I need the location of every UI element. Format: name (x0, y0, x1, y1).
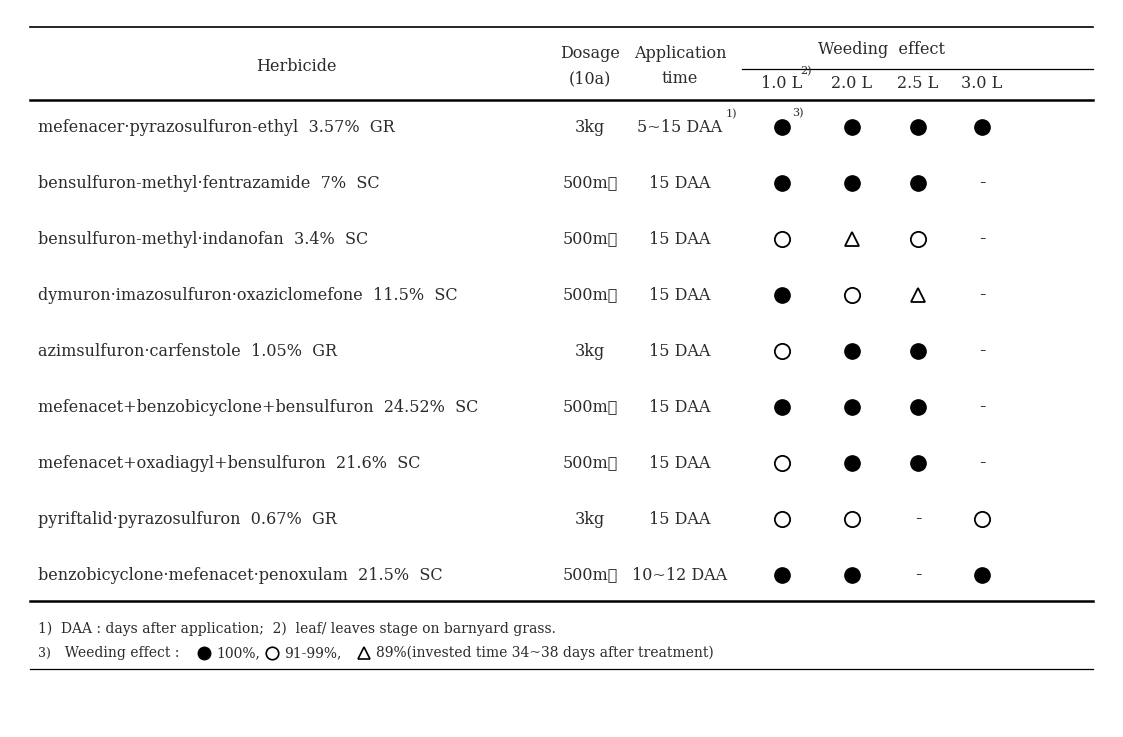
Text: Weeding  effect: Weeding effect (819, 41, 946, 57)
Text: Weeding effect :: Weeding effect : (56, 646, 184, 660)
Text: dymuron·imazosulfuron·oxaziclomefone  11.5%  SC: dymuron·imazosulfuron·oxaziclomefone 11.… (38, 287, 458, 304)
Text: bensulfuron-methyl·indanofan  3.4%  SC: bensulfuron-methyl·indanofan 3.4% SC (38, 231, 368, 248)
Text: -: - (979, 342, 985, 360)
Text: 3kg: 3kg (575, 343, 605, 360)
Text: 1): 1) (725, 108, 738, 119)
Text: -: - (915, 510, 921, 528)
Text: -: - (979, 174, 985, 192)
Text: -: - (979, 454, 985, 472)
Text: 15 DAA: 15 DAA (649, 175, 711, 192)
Text: benzobicyclone·mefenacet·penoxulam  21.5%  SC: benzobicyclone·mefenacet·penoxulam 21.5%… (38, 567, 442, 584)
Text: -: - (979, 286, 985, 304)
Text: 500mℓ: 500mℓ (563, 231, 618, 248)
Text: -: - (979, 230, 985, 248)
Text: 89%(invested time 34~38 days after treatment): 89%(invested time 34~38 days after treat… (376, 646, 714, 660)
Text: Herbicide: Herbicide (256, 57, 337, 74)
Text: 1.0 L: 1.0 L (761, 74, 803, 91)
Text: 10~12 DAA: 10~12 DAA (632, 567, 728, 584)
Text: 15 DAA: 15 DAA (649, 343, 711, 360)
Text: 500mℓ: 500mℓ (563, 287, 618, 304)
Text: azimsulfuron·carfenstole  1.05%  GR: azimsulfuron·carfenstole 1.05% GR (38, 343, 337, 360)
Text: bensulfuron-methyl·fentrazamide  7%  SC: bensulfuron-methyl·fentrazamide 7% SC (38, 175, 380, 192)
Text: 3.0 L: 3.0 L (961, 74, 1003, 91)
Text: 5~15 DAA: 5~15 DAA (638, 119, 722, 136)
Text: 15 DAA: 15 DAA (649, 455, 711, 472)
Text: 2): 2) (800, 66, 812, 76)
Text: mefenacer·pyrazosulfuron-ethyl  3.57%  GR: mefenacer·pyrazosulfuron-ethyl 3.57% GR (38, 119, 395, 136)
Text: 3kg: 3kg (575, 119, 605, 136)
Text: -: - (915, 566, 921, 584)
Text: 100%,: 100%, (216, 646, 259, 660)
Text: 91-99%,: 91-99%, (284, 646, 341, 660)
Text: 3): 3) (38, 646, 51, 660)
Text: 500mℓ: 500mℓ (563, 399, 618, 416)
Text: pyriftalid·pyrazosulfuron  0.67%  GR: pyriftalid·pyrazosulfuron 0.67% GR (38, 511, 337, 528)
Text: Application
time: Application time (633, 45, 727, 87)
Text: 2.0 L: 2.0 L (831, 74, 873, 91)
Text: Dosage
(10a): Dosage (10a) (560, 45, 620, 87)
Text: 3kg: 3kg (575, 511, 605, 528)
Text: 2.5 L: 2.5 L (897, 74, 939, 91)
Text: 3): 3) (792, 108, 803, 118)
Text: -: - (979, 398, 985, 416)
Text: 1)  DAA : days after application;  2)  leaf/ leaves stage on barnyard grass.: 1) DAA : days after application; 2) leaf… (38, 622, 556, 636)
Text: 15 DAA: 15 DAA (649, 231, 711, 248)
Text: 500mℓ: 500mℓ (563, 455, 618, 472)
Text: 500mℓ: 500mℓ (563, 567, 618, 584)
Text: mefenacet+oxadiagyl+bensulfuron  21.6%  SC: mefenacet+oxadiagyl+bensulfuron 21.6% SC (38, 455, 420, 472)
Text: 15 DAA: 15 DAA (649, 399, 711, 416)
Text: 15 DAA: 15 DAA (649, 511, 711, 528)
Text: 500mℓ: 500mℓ (563, 175, 618, 192)
Text: mefenacet+benzobicyclone+bensulfuron  24.52%  SC: mefenacet+benzobicyclone+bensulfuron 24.… (38, 399, 478, 416)
Text: 15 DAA: 15 DAA (649, 287, 711, 304)
